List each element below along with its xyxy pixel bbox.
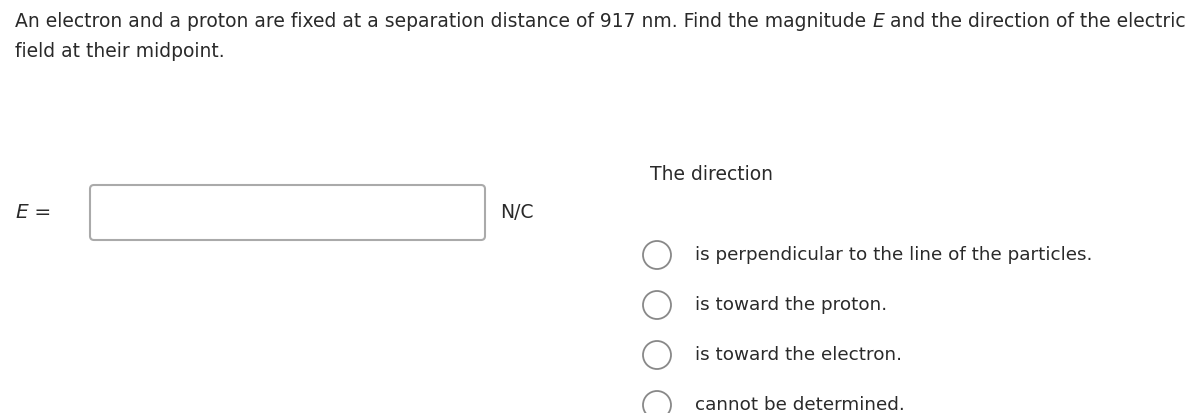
Text: cannot be determined.: cannot be determined. (695, 396, 905, 413)
Circle shape (643, 241, 671, 269)
Text: =: = (28, 202, 50, 221)
FancyBboxPatch shape (90, 185, 485, 240)
Text: field at their midpoint.: field at their midpoint. (14, 42, 224, 61)
Text: E: E (872, 12, 884, 31)
Text: is perpendicular to the line of the particles.: is perpendicular to the line of the part… (695, 246, 1092, 264)
Circle shape (643, 341, 671, 369)
Text: The direction: The direction (650, 165, 773, 184)
Text: is toward the proton.: is toward the proton. (695, 296, 887, 314)
Text: An electron and a proton are fixed at a separation distance of 917 nm. Find the : An electron and a proton are fixed at a … (14, 12, 872, 31)
Text: E: E (14, 202, 28, 221)
Text: N/C: N/C (500, 202, 534, 221)
Text: and the direction of the electric: and the direction of the electric (884, 12, 1186, 31)
Circle shape (643, 391, 671, 413)
Circle shape (643, 291, 671, 319)
Text: is toward the electron.: is toward the electron. (695, 346, 902, 364)
